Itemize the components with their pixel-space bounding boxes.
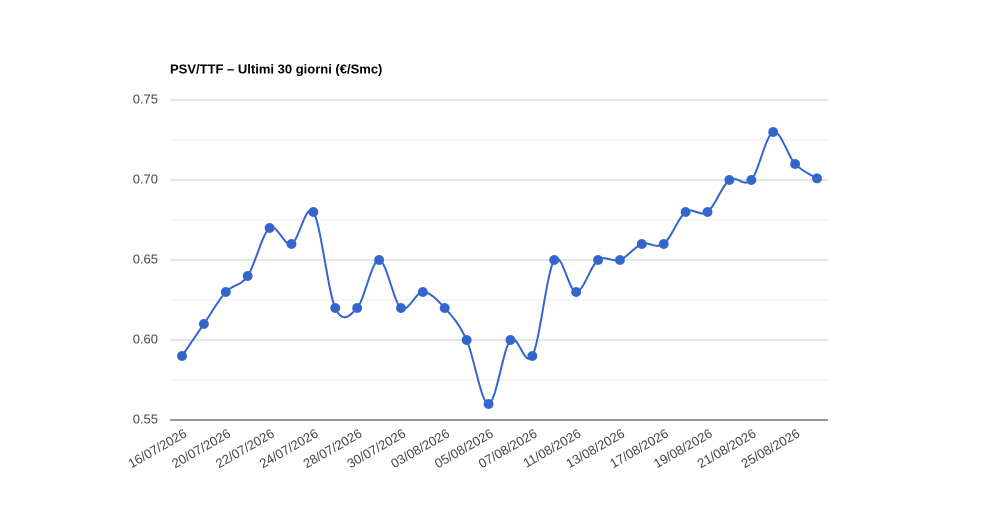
point (746, 175, 757, 185)
point (812, 173, 822, 184)
point (330, 303, 341, 313)
point (527, 351, 538, 361)
y-tick-label: 0.65 (133, 251, 158, 266)
point (483, 399, 494, 409)
chart-title: PSV/TTF – Ultimi 30 giorni (€/Smc) (170, 61, 382, 76)
point (680, 207, 691, 217)
point (220, 287, 231, 297)
y-tick-label: 0.75 (133, 91, 158, 106)
point (593, 255, 604, 265)
point (374, 255, 385, 265)
point (549, 255, 560, 265)
point (242, 271, 253, 281)
point (461, 335, 472, 345)
point (790, 159, 801, 169)
y-tick-label: 0.60 (133, 331, 158, 346)
point (768, 127, 779, 137)
point (395, 303, 406, 313)
y-tick-label: 0.70 (133, 171, 158, 186)
point (571, 287, 582, 297)
point (264, 223, 275, 233)
point (636, 239, 647, 249)
point (417, 287, 428, 297)
point (658, 239, 669, 249)
y-tick-label: 0.55 (133, 411, 158, 426)
point (198, 319, 209, 329)
point (177, 351, 187, 361)
point (505, 335, 516, 345)
point (352, 303, 363, 313)
line (181, 130, 818, 406)
point (439, 303, 450, 313)
point (702, 207, 713, 217)
point (724, 175, 735, 185)
point (286, 239, 297, 249)
point (614, 255, 625, 265)
point (308, 207, 319, 217)
